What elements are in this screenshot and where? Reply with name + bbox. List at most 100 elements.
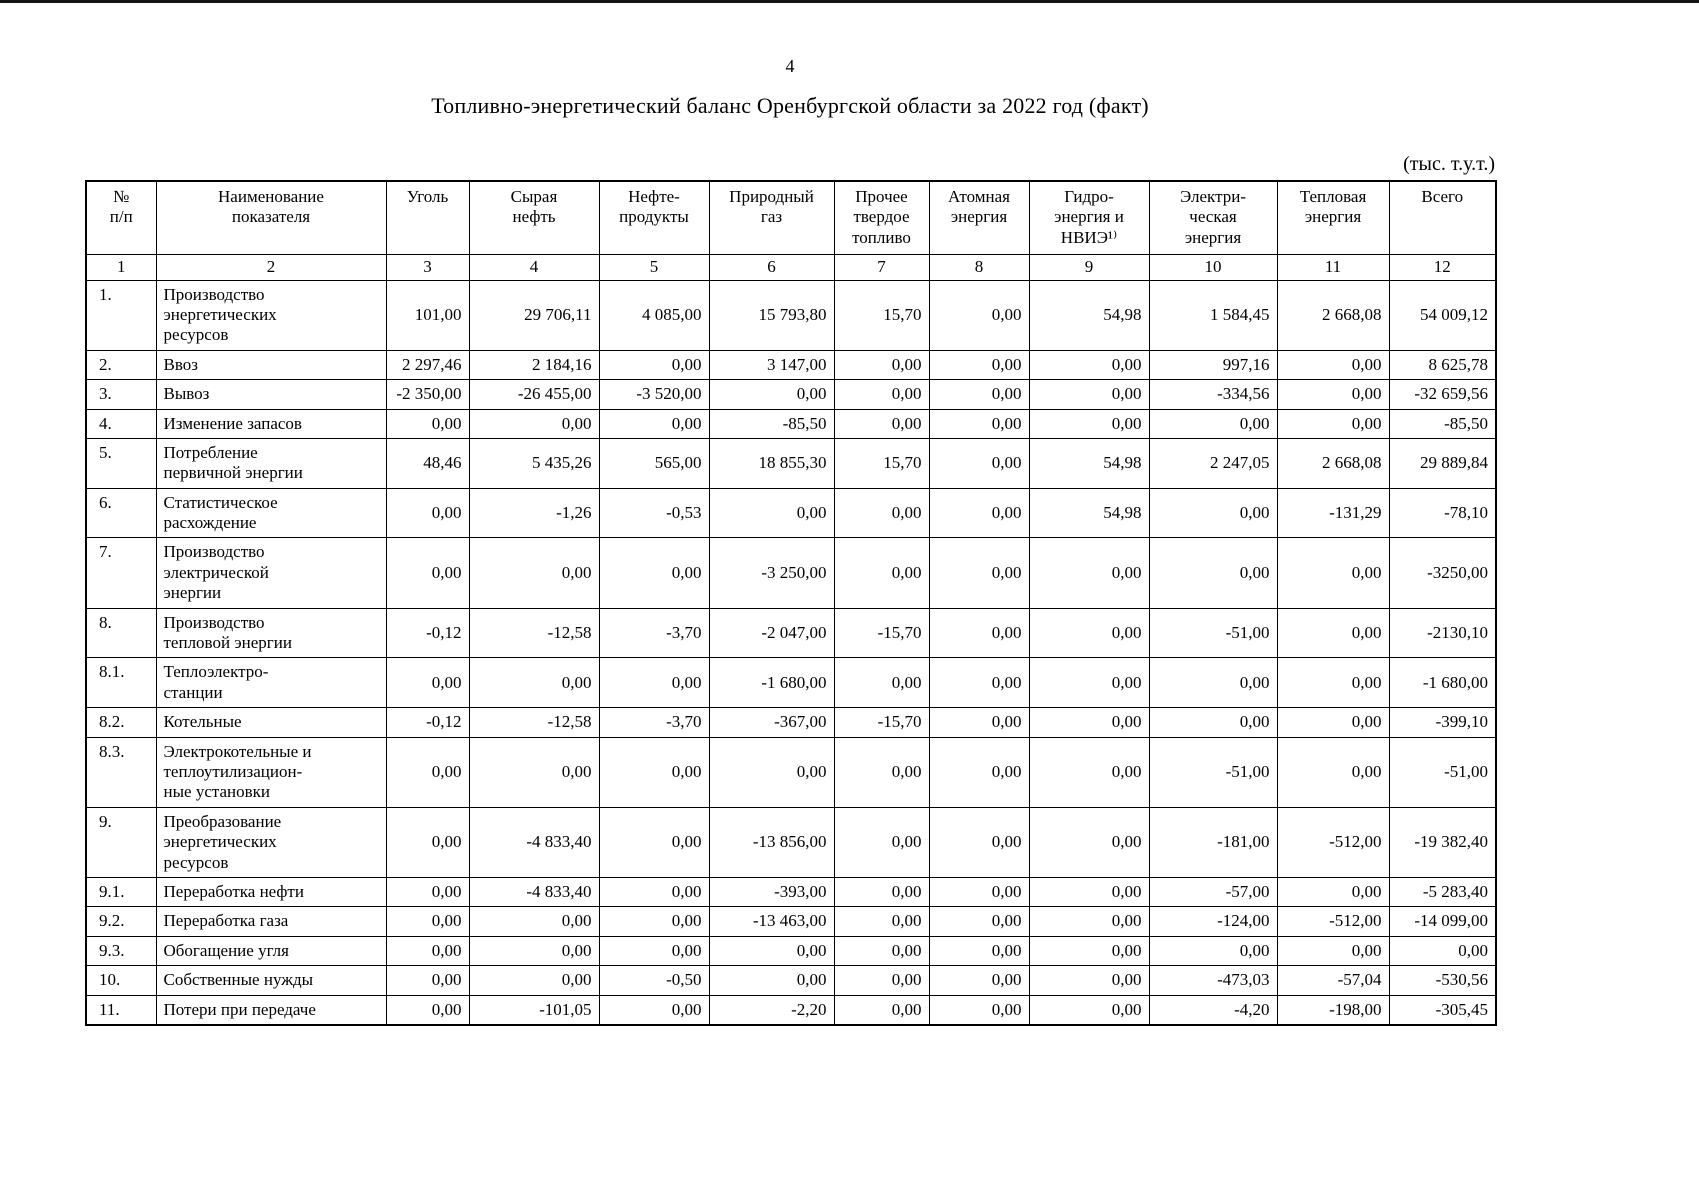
value-cell: 0,00 [1028,408,1150,439]
value-cell: -78,10 [1388,487,1497,539]
value-cell: 0,00 [385,736,470,808]
value-cell: 101,00 [385,279,470,351]
value-cell: 565,00 [598,437,710,489]
value-cell: 0,00 [1028,537,1150,609]
value-cell: -15,70 [833,607,930,659]
row-name: Электрокотельные и теплоутилизацион- ные… [155,736,387,808]
value-cell: 0,00 [1148,408,1278,439]
value-cell: 4 085,00 [598,279,710,351]
value-cell: 0,00 [1276,537,1390,609]
value-cell: -3250,00 [1388,537,1497,609]
row-name: Переработка газа [155,906,387,937]
table-row: 8.3. Электрокотельные и теплоутилизацион-… [85,736,1497,808]
value-cell: 2 297,46 [385,349,470,381]
row-name: Производство тепловой энергии [155,607,387,659]
table-header: № п/п Наименование показателя Уголь Сырая н… [85,180,1497,281]
row-number: 3. [85,379,157,410]
value-cell: 0,00 [385,906,470,937]
value-cell: 0,00 [928,349,1030,381]
value-cell: 0,00 [1028,657,1150,709]
value-cell: 0,00 [708,379,835,410]
value-cell: 15,70 [833,437,930,489]
column-number: 4 [468,254,600,281]
column-header: Атомная энергия [928,180,1030,256]
column-number: 1 [85,254,157,281]
table-row: 8.2. Котельные -0,12 -12,58 -3,70 -367,00 -15,… [85,707,1497,738]
value-cell: 0,00 [1276,607,1390,659]
table-row: 1. Производство энергетических ресурсов 10… [85,279,1497,351]
energy-balance-table: № п/п Наименование показателя Уголь Сырая н… [85,180,1497,1026]
column-number: 10 [1148,254,1278,281]
value-cell: -1 680,00 [1388,657,1497,709]
row-number: 5. [85,437,157,489]
value-cell: -5 283,40 [1388,876,1497,908]
column-number-row: 1 2 3 4 5 6 7 8 9 10 11 12 [85,254,1497,281]
value-cell: 5 435,26 [468,437,600,489]
row-number: 1. [85,279,157,351]
value-cell: 0,00 [928,935,1030,967]
value-cell: 0,00 [833,935,930,967]
value-cell: 0,00 [833,994,930,1026]
row-number: 9.2. [85,906,157,937]
value-cell: 0,00 [928,607,1030,659]
table-row: 3. Вывоз -2 350,00 -26 455,00 -3 520,00 0,00 0… [85,379,1497,410]
value-cell: 0,00 [1028,906,1150,937]
value-cell: -1,26 [468,487,600,539]
value-cell: 0,00 [928,657,1030,709]
column-header: Уголь [385,180,470,256]
value-cell: -3,70 [598,707,710,738]
column-header: Природный газ [708,180,835,256]
table-body: 1. Производство энергетических ресурсов 10… [85,279,1497,1026]
table-row: 8. Производство тепловой энергии -0,12 -12,… [85,607,1497,659]
column-number: 12 [1388,254,1497,281]
value-cell: 0,00 [468,537,600,609]
value-cell: -19 382,40 [1388,806,1497,878]
value-cell: 0,00 [1148,487,1278,539]
value-cell: -13 463,00 [708,906,835,937]
value-cell: 0,00 [833,876,930,908]
value-cell: 0,00 [1028,349,1150,381]
column-header: Всего [1388,180,1497,256]
row-number: 10. [85,965,157,996]
value-cell: 2 668,08 [1276,279,1390,351]
value-cell: -4 833,40 [468,806,600,878]
column-number: 5 [598,254,710,281]
table-row: 7. Производство электрической энергии 0,00… [85,537,1497,609]
value-cell: 0,00 [1276,707,1390,738]
value-cell: 0,00 [833,965,930,996]
value-cell: -393,00 [708,876,835,908]
value-cell: -26 455,00 [468,379,600,410]
value-cell: 0,00 [833,408,930,439]
table-row: 2. Ввоз 2 297,46 2 184,16 0,00 3 147,00 0,00 0,… [85,349,1497,381]
row-number: 7. [85,537,157,609]
value-cell: -3 250,00 [708,537,835,609]
column-number: 6 [708,254,835,281]
row-name: Собственные нужды [155,965,387,996]
value-cell: -51,00 [1148,736,1278,808]
value-cell: 0,00 [1148,707,1278,738]
value-cell: 0,00 [1276,408,1390,439]
value-cell: 0,00 [1028,707,1150,738]
value-cell: 48,46 [385,437,470,489]
value-cell: 0,00 [928,806,1030,878]
row-name: Потери при передаче [155,994,387,1026]
value-cell: -101,05 [468,994,600,1026]
column-number: 9 [1028,254,1150,281]
value-cell: 0,00 [598,806,710,878]
row-number: 4. [85,408,157,439]
value-cell: 0,00 [385,408,470,439]
value-cell: 0,00 [1028,736,1150,808]
row-number: 9. [85,806,157,878]
value-cell: -530,56 [1388,965,1497,996]
value-cell: 0,00 [598,994,710,1026]
value-cell: 54,98 [1028,437,1150,489]
table-row: 11. Потери при передаче 0,00 -101,05 0,00 -2,… [85,994,1497,1026]
value-cell: 0,00 [1028,607,1150,659]
value-cell: 0,00 [385,487,470,539]
scan-edge-artifact [0,0,1699,3]
value-cell: 0,00 [833,349,930,381]
value-cell: 0,00 [468,935,600,967]
row-name: Потребление первичной энергии [155,437,387,489]
units-note: (тыс. т.у.т.) [1403,153,1495,175]
value-cell: -0,53 [598,487,710,539]
